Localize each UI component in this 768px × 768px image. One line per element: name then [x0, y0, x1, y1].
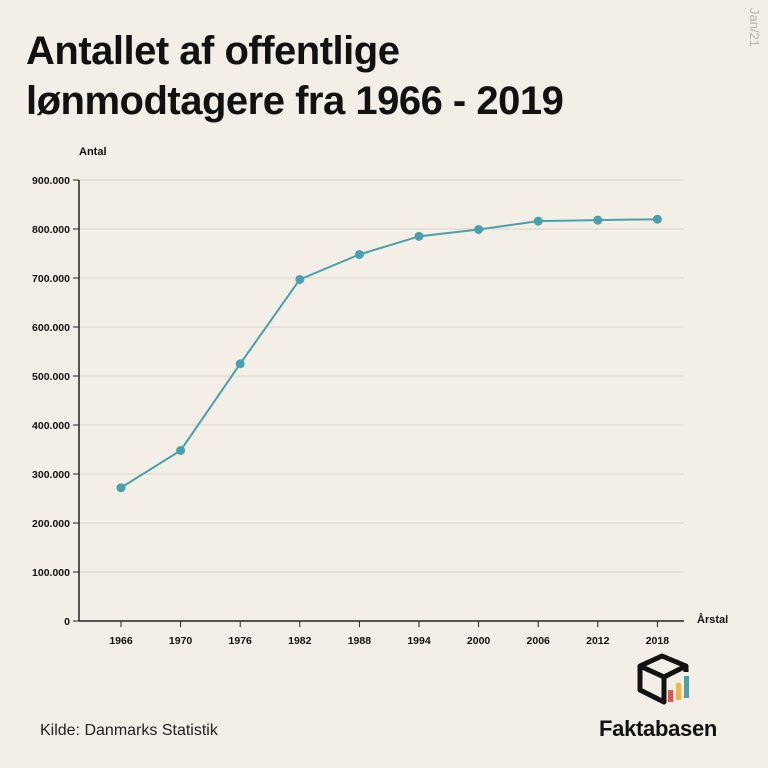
x-tick-label: 2012 [586, 635, 610, 647]
data-point [176, 445, 186, 455]
title-line-2: lønmodtagere fra 1966 - 2019 [26, 79, 564, 123]
chart-title: Antallet af offentlige lønmodtagere fra … [26, 26, 706, 126]
data-point [235, 359, 245, 369]
x-tick-label: 1988 [348, 635, 372, 647]
x-tick-label: 1976 [229, 635, 253, 647]
x-tick-label: 1994 [407, 635, 431, 647]
y-tick-label: 500.000 [32, 371, 70, 383]
logo-bar [668, 690, 673, 702]
x-tick-label: 2006 [527, 635, 551, 647]
y-tick-label: 200.000 [32, 518, 70, 530]
title-line-1: Antallet af offentlige [26, 29, 400, 73]
date-stamp: Jan/21 [747, 8, 762, 48]
axes [78, 180, 684, 622]
logo-bar [684, 676, 689, 698]
x-tick-label: 1982 [288, 635, 312, 647]
data-point [474, 224, 484, 234]
data-point [593, 215, 603, 225]
data-point [354, 249, 364, 259]
x-tick-label: 2000 [467, 635, 491, 647]
y-tick-label: 700.000 [32, 273, 70, 285]
data-point [295, 274, 305, 284]
data-point [652, 214, 662, 224]
y-tick-label: 300.000 [32, 469, 70, 481]
x-axis-label: Årstal [697, 613, 728, 626]
data-point [533, 216, 543, 226]
brand-name: Faktabasen [599, 716, 718, 741]
source-credit: Kilde: Danmarks Statistik [40, 722, 218, 739]
faktabasen-logo-icon [637, 653, 689, 705]
y-tick-label: 0 [64, 616, 70, 628]
x-tick-labels: 1966 1970 1976 1982 1988 1994 2000 2006 2012 2018 [109, 621, 669, 647]
y-tick-label: 800.000 [32, 224, 70, 236]
y-tick-label: 100.000 [32, 567, 70, 579]
data-point [116, 483, 126, 493]
data-points [116, 214, 662, 493]
logo-bar [676, 683, 681, 700]
y-tick-label: 900.000 [32, 175, 70, 187]
y-axis-label: Antal [79, 146, 107, 158]
x-tick-label: 2018 [646, 635, 670, 647]
y-tick-labels: 0 100.000 200.000 300.000 400.000 500.000 600.… [32, 175, 79, 628]
data-point [414, 231, 424, 241]
grid-lines [79, 179, 684, 573]
series-line [120, 218, 658, 489]
x-tick-label: 1970 [169, 635, 193, 647]
x-tick-label: 1966 [109, 635, 133, 647]
y-tick-label: 400.000 [32, 420, 70, 432]
y-tick-label: 600.000 [32, 322, 70, 334]
